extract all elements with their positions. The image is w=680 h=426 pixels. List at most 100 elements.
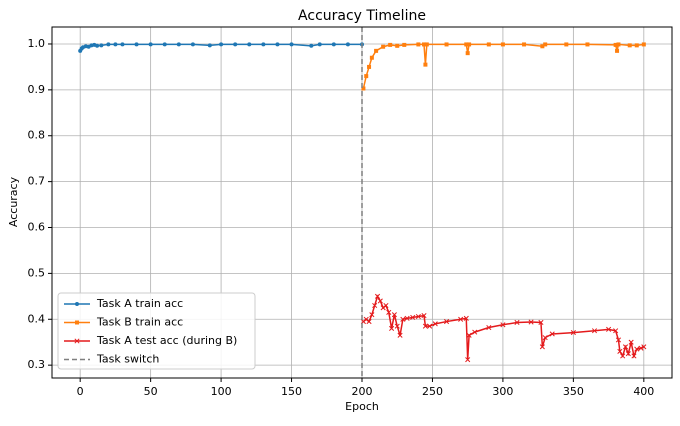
marker [275, 42, 280, 47]
marker [528, 319, 534, 325]
marker [613, 42, 618, 47]
marker [424, 42, 429, 47]
marker [443, 319, 450, 325]
x-tick-label: 250 [422, 385, 443, 398]
marker [416, 42, 421, 47]
marker [394, 323, 400, 329]
marker [620, 353, 626, 359]
marker [289, 42, 294, 47]
line [362, 294, 645, 360]
legend-label: Task A train acc [96, 297, 183, 310]
marker [543, 42, 548, 47]
marker [75, 320, 79, 325]
y-tick-label: 0.3 [28, 358, 46, 371]
marker [369, 55, 374, 60]
x-axis-label: Epoch [345, 400, 379, 413]
marker [444, 42, 449, 47]
marker [616, 42, 621, 47]
marker [331, 42, 336, 47]
y-axis-label: Accuracy [7, 176, 20, 227]
marker [522, 42, 527, 47]
marker [427, 323, 433, 329]
marker [400, 316, 406, 322]
marker [421, 313, 427, 319]
marker [134, 42, 139, 47]
marker [367, 64, 372, 69]
marker [366, 319, 372, 325]
marker [75, 302, 79, 306]
marker [622, 344, 629, 350]
marker [634, 346, 640, 352]
marker [415, 313, 421, 320]
marker [634, 43, 639, 48]
y-tick-label: 1.0 [28, 37, 46, 50]
marker [570, 330, 576, 336]
marker [309, 43, 314, 48]
marker [615, 337, 622, 343]
marker [369, 312, 375, 318]
marker [389, 325, 395, 332]
marker [207, 43, 212, 48]
marker [219, 42, 224, 47]
marker [617, 348, 623, 354]
x-tick-label: 100 [211, 385, 232, 398]
marker [606, 326, 612, 332]
legend-box [57, 292, 256, 370]
x-tick-label: 50 [144, 385, 158, 398]
plot-frame [51, 26, 673, 379]
marker [190, 42, 195, 47]
marker [514, 319, 520, 326]
marker [233, 42, 238, 47]
marker [391, 312, 397, 318]
marker [99, 43, 104, 48]
marker [422, 42, 426, 47]
marker [486, 42, 491, 47]
marker [466, 332, 472, 338]
marker [388, 42, 393, 47]
marker [628, 339, 634, 345]
marker [615, 48, 620, 53]
legend-label: Task switch [96, 353, 159, 366]
marker [627, 43, 632, 48]
marker [410, 314, 416, 320]
y-tick-label: 0.8 [28, 129, 46, 142]
legend-label: Task A test acc (during B) [96, 334, 237, 347]
marker [395, 43, 400, 48]
chart-title: Accuracy Timeline [298, 8, 426, 24]
marker [74, 338, 80, 344]
x-tick-label: 200 [352, 385, 373, 398]
x-tick-label: 150 [281, 385, 302, 398]
marker [402, 42, 407, 47]
marker [148, 42, 153, 47]
marker [106, 42, 111, 47]
marker [120, 42, 125, 47]
marker [381, 44, 386, 49]
marker [585, 42, 590, 47]
marker [95, 43, 100, 48]
marker [540, 44, 545, 49]
marker [397, 332, 403, 338]
marker [463, 315, 469, 321]
marker [374, 293, 381, 299]
marker [377, 298, 383, 304]
marker [591, 328, 598, 334]
marker [162, 42, 167, 47]
y-tick-label: 0.6 [28, 221, 46, 234]
y-tick-label: 0.9 [28, 83, 46, 96]
marker [500, 42, 505, 47]
marker [345, 42, 350, 47]
marker [374, 48, 379, 53]
marker [404, 315, 410, 321]
marker [465, 357, 471, 363]
marker [465, 51, 470, 56]
marker [317, 42, 322, 47]
marker [467, 42, 472, 47]
marker [422, 323, 428, 329]
marker [261, 42, 266, 47]
line [362, 43, 644, 89]
marker [472, 329, 478, 335]
marker [113, 42, 118, 47]
marker [247, 42, 252, 47]
marker [638, 345, 644, 351]
marker [549, 331, 555, 337]
